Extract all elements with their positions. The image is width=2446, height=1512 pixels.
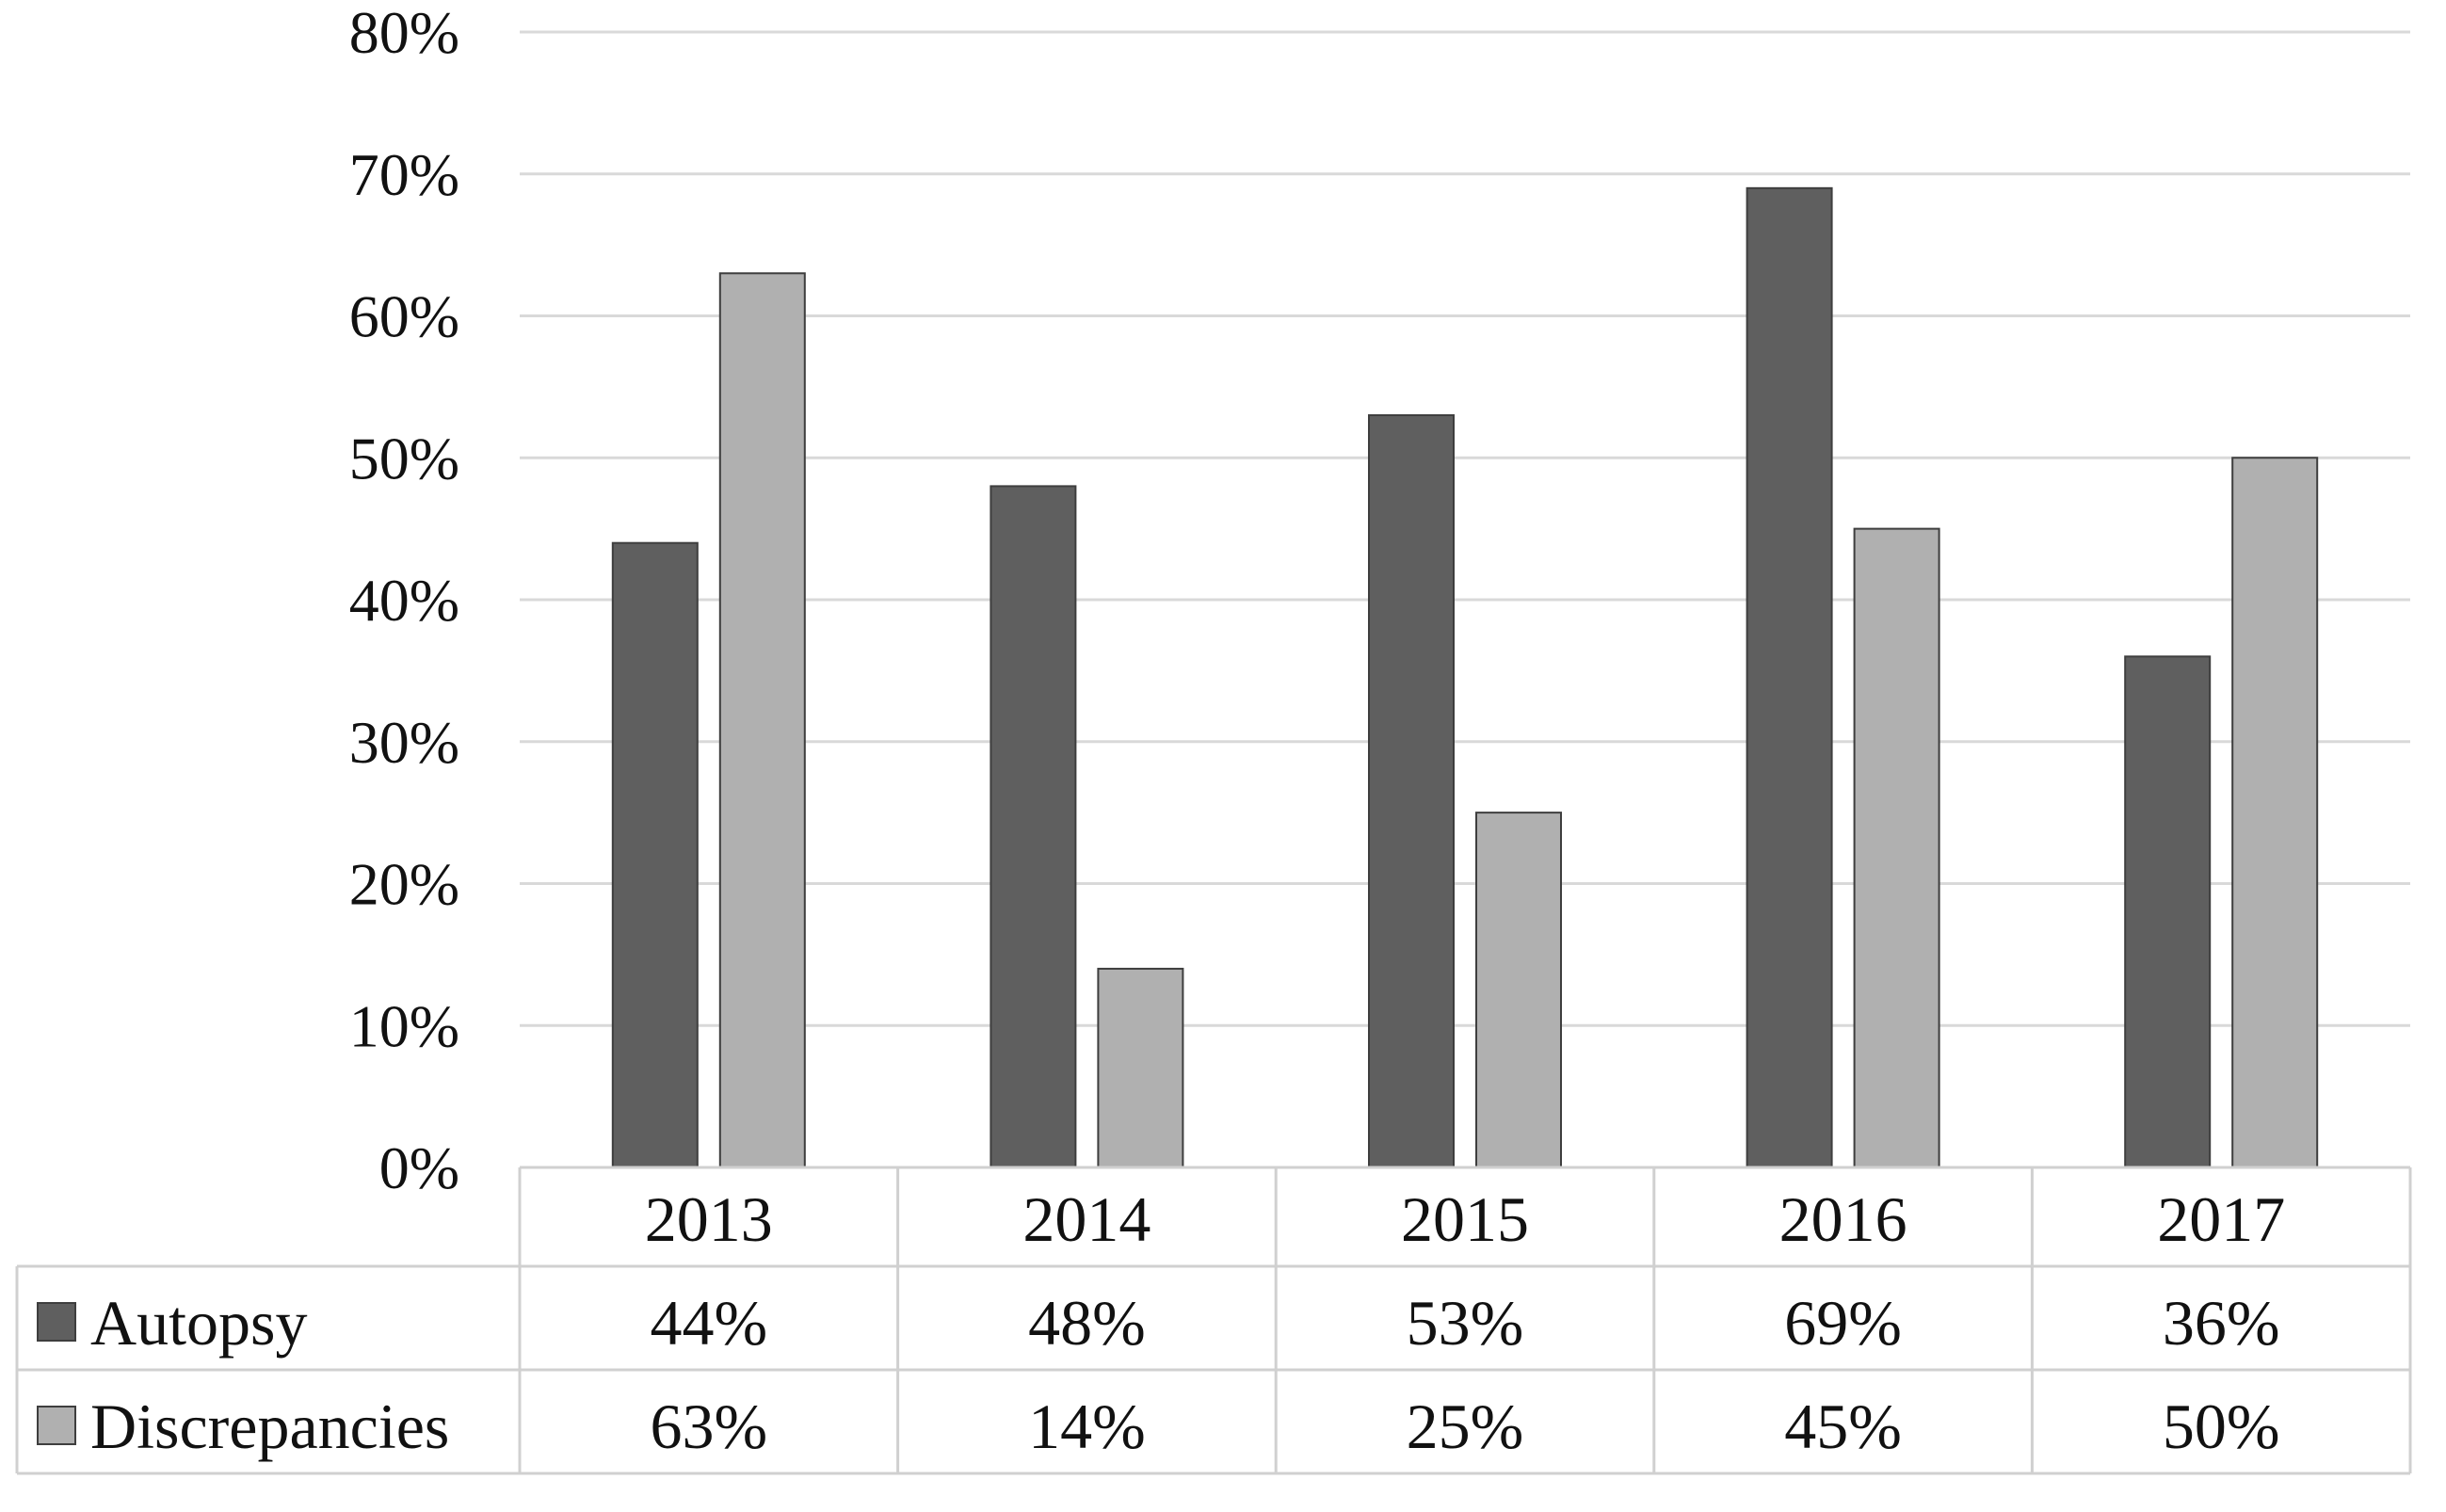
bar-discrepancies-2016 (1853, 527, 1940, 1168)
y-tick-label: 60% (349, 283, 459, 350)
bars (611, 186, 2319, 1169)
y-tick-label: 40% (349, 567, 459, 634)
bar-discrepancies-2015 (1475, 812, 1562, 1168)
y-tick-label: 10% (349, 992, 459, 1059)
y-axis-ticks: 0% 10% 20% 30% 40% 50% 60% 70% 80% (349, 0, 459, 1201)
data-table: 2013 2014 2015 2016 2017 Autopsy 44% 48% 53% 69% 3… (15, 1166, 2412, 1475)
data-label-discrepancies: 50% (2163, 1391, 2280, 1462)
bar-discrepancies-2017 (2231, 457, 2319, 1168)
data-label-discrepancies: 25% (1407, 1391, 1524, 1462)
bar-autopsy-2013 (611, 541, 699, 1168)
y-tick-label: 30% (349, 709, 459, 776)
data-label-autopsy: 69% (1784, 1287, 1902, 1359)
legend-label-autopsy: Autopsy (90, 1287, 307, 1359)
gridlines (520, 30, 2410, 1027)
y-tick-label: 0% (379, 1134, 459, 1201)
data-label-autopsy: 44% (650, 1287, 767, 1359)
data-label-discrepancies: 45% (1784, 1391, 1902, 1462)
category-label: 2013 (645, 1183, 773, 1255)
legend-swatch-discrepancies (37, 1406, 76, 1445)
y-tick-label: 50% (349, 425, 459, 491)
category-label: 2017 (2157, 1183, 2285, 1255)
y-tick-label: 70% (349, 141, 459, 208)
legend-label-discrepancies: Discrepancies (90, 1391, 449, 1462)
bar-discrepancies-2014 (1097, 967, 1184, 1168)
bar-discrepancies-2013 (718, 272, 806, 1168)
bar-autopsy-2014 (990, 485, 1077, 1168)
category-label: 2015 (1401, 1183, 1529, 1255)
bar-autopsy-2017 (2124, 655, 2212, 1168)
y-tick-label: 80% (349, 0, 459, 66)
data-label-discrepancies: 14% (1028, 1391, 1146, 1462)
category-label: 2014 (1022, 1183, 1151, 1255)
legend-swatch-autopsy (37, 1302, 76, 1342)
data-label-autopsy: 36% (2163, 1287, 2280, 1359)
bar-autopsy-2015 (1368, 414, 1455, 1168)
y-tick-label: 20% (349, 851, 459, 918)
data-label-discrepancies: 63% (650, 1391, 767, 1462)
data-label-autopsy: 48% (1028, 1287, 1146, 1359)
data-label-autopsy: 53% (1407, 1287, 1524, 1359)
category-label: 2016 (1779, 1183, 1907, 1255)
bar-autopsy-2016 (1746, 186, 1833, 1169)
